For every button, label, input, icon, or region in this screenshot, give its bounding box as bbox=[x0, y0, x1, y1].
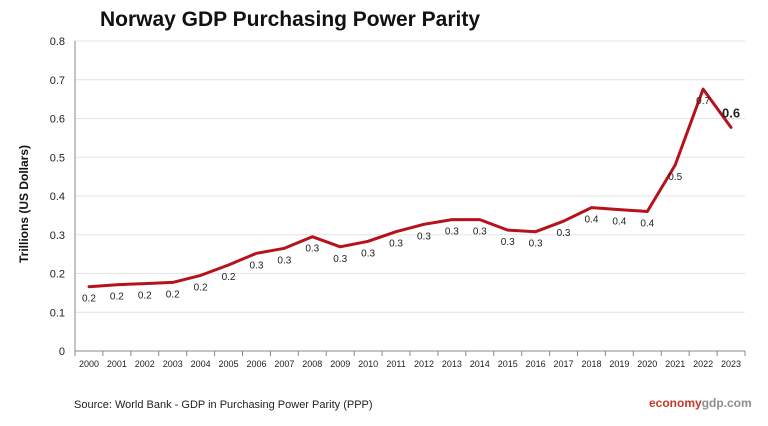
x-tick-label: 2017 bbox=[554, 359, 574, 369]
y-tick-label: 0.6 bbox=[50, 114, 65, 126]
series-line bbox=[87, 87, 733, 289]
data-label: 0.2 bbox=[110, 292, 124, 303]
y-tick-label: 0.5 bbox=[50, 152, 65, 164]
x-tick-label: 2022 bbox=[693, 359, 713, 369]
data-label: 0.3 bbox=[361, 248, 375, 259]
y-tick-label: 0.1 bbox=[50, 307, 65, 319]
data-label: 0.3 bbox=[333, 254, 347, 265]
x-tick-label: 2012 bbox=[414, 359, 434, 369]
data-labels: 0.2 0.2 0.2 0.2 0.2 0.2 0.3 0.3 0.3 0.3 0.3 0.3 0.3 0… bbox=[82, 96, 740, 305]
y-tick-label: 0 bbox=[59, 346, 65, 358]
x-tick-label: 2019 bbox=[609, 359, 629, 369]
y-tick-label: 0.7 bbox=[50, 75, 65, 87]
data-label: 0.3 bbox=[529, 239, 543, 250]
data-label: 0.3 bbox=[417, 231, 431, 242]
series-line bbox=[87, 87, 733, 289]
x-tick-label: 2014 bbox=[470, 359, 490, 369]
data-label: 0.2 bbox=[222, 272, 236, 283]
data-label: 0.5 bbox=[668, 172, 682, 183]
chart-title: Norway GDP Purchasing Power Parity bbox=[99, 8, 481, 31]
x-tick-label: 2016 bbox=[526, 359, 546, 369]
x-tick-label: 2000 bbox=[79, 359, 99, 369]
data-label: 0.3 bbox=[305, 244, 319, 255]
brand-logo: economygdp.com bbox=[649, 396, 752, 410]
x-tick-label: 2005 bbox=[219, 359, 239, 369]
x-tick-label: 2006 bbox=[246, 359, 266, 369]
x-tick-label: 2018 bbox=[581, 359, 601, 369]
x-tick-label: 2008 bbox=[302, 359, 322, 369]
axes bbox=[74, 41, 746, 356]
x-tick-labels: 2000 2001 2002 2003 2004 2005 2006 2007 2008 2009… bbox=[79, 359, 741, 369]
data-label: 0.3 bbox=[445, 227, 459, 238]
x-tick-label: 2015 bbox=[498, 359, 518, 369]
x-tick-label: 2001 bbox=[107, 359, 127, 369]
x-tick-label: 2002 bbox=[135, 359, 155, 369]
y-tick-labels: 0 0.1 0.2 0.3 0.4 0.5 0.6 0.7 0.8 bbox=[50, 36, 65, 358]
data-label: 0.3 bbox=[557, 228, 571, 239]
data-label: 0.3 bbox=[389, 239, 403, 250]
data-label: 0.6 bbox=[722, 105, 740, 120]
y-tick-label: 0.3 bbox=[50, 230, 65, 242]
gridlines bbox=[75, 40, 745, 313]
x-tick-label: 2003 bbox=[163, 359, 183, 369]
data-label: 0.2 bbox=[138, 291, 152, 302]
source-note: Source: World Bank - GDP in Purchasing P… bbox=[74, 399, 373, 411]
data-label: 0.4 bbox=[585, 215, 599, 226]
y-tick-label: 0.8 bbox=[50, 36, 65, 48]
data-label: 0.2 bbox=[82, 294, 96, 305]
data-label: 0.3 bbox=[473, 227, 487, 238]
brand-part-1: economy bbox=[649, 396, 702, 410]
y-tick-label: 0.4 bbox=[50, 191, 65, 203]
x-tick-label: 2021 bbox=[665, 359, 685, 369]
data-label: 0.2 bbox=[166, 289, 180, 300]
x-tick-label: 2020 bbox=[637, 359, 657, 369]
data-label: 0.4 bbox=[612, 217, 626, 228]
brand-part-2: gdp.com bbox=[701, 396, 752, 410]
x-tick-label: 2013 bbox=[442, 359, 462, 369]
x-tick-label: 2009 bbox=[330, 359, 350, 369]
data-label: 0.3 bbox=[250, 260, 264, 271]
x-tick-label: 2023 bbox=[721, 359, 741, 369]
x-tick-label: 2010 bbox=[358, 359, 378, 369]
y-axis-label: Trillions (US Dollars) bbox=[17, 145, 31, 263]
y-tick-label: 0.2 bbox=[50, 269, 65, 281]
x-tick-label: 2007 bbox=[274, 359, 294, 369]
data-label: 0.2 bbox=[194, 282, 208, 293]
data-label: 0.3 bbox=[277, 255, 291, 266]
x-tick-label: 2004 bbox=[191, 359, 211, 369]
x-tick-label: 2011 bbox=[386, 359, 405, 369]
data-label: 0.7 bbox=[696, 96, 710, 107]
data-label: 0.4 bbox=[640, 219, 654, 230]
data-label: 0.3 bbox=[501, 237, 515, 248]
